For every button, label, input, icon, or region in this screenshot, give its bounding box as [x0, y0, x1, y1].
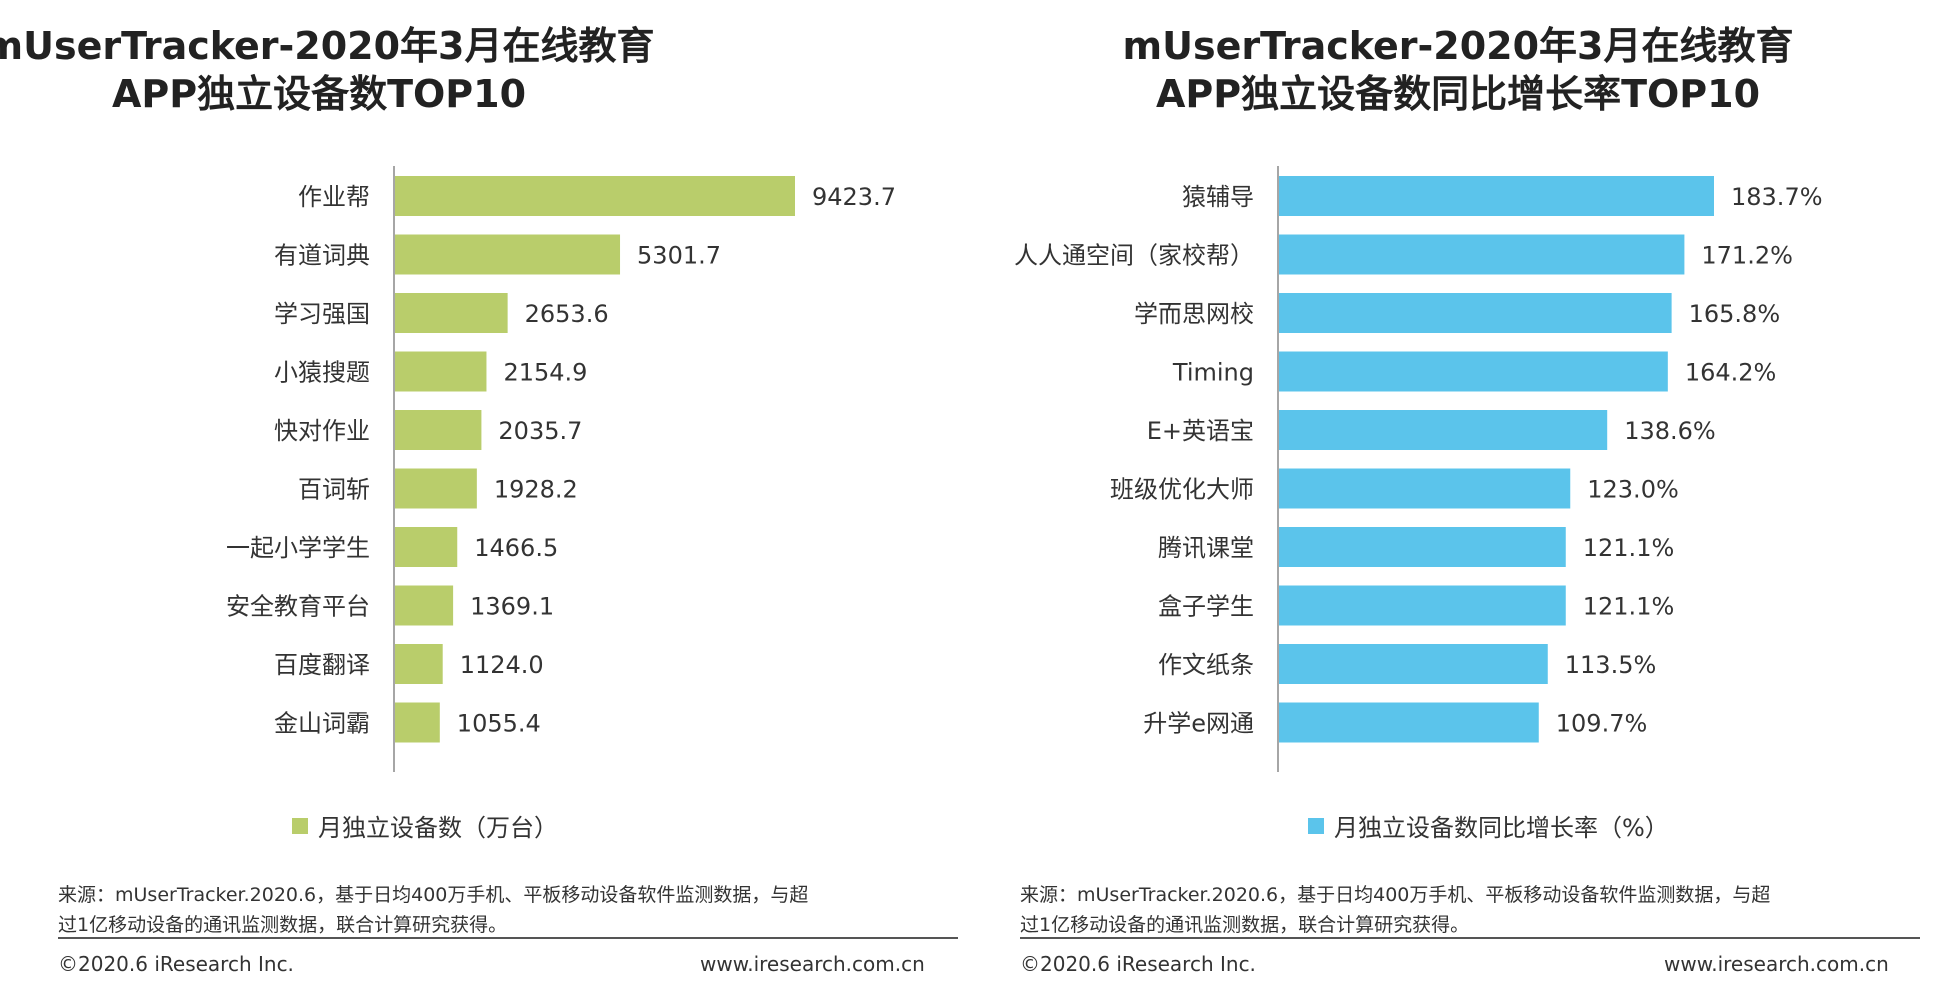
right-copyright: ©2020.6 iResearch Inc.	[1020, 952, 1256, 976]
left-chart-bar	[395, 468, 477, 509]
left-chart-value-label: 2035.7	[498, 417, 582, 445]
left-chart-title: mUserTracker-2020年3月在线教育 APP独立设备数TOP10	[0, 22, 808, 118]
right-chart-value-label: 123.0%	[1587, 476, 1679, 504]
right-chart-value-label: 121.1%	[1583, 593, 1675, 621]
right-chart-bar	[1279, 293, 1672, 333]
right-chart-category-label: 猿辅导	[1182, 183, 1254, 211]
left-chart-value-label: 1466.5	[474, 534, 558, 562]
right-chart-bar	[1279, 527, 1566, 567]
right-chart-value-label: 113.5%	[1565, 651, 1657, 679]
right-chart-category-label: 班级优化大师	[1110, 476, 1254, 504]
right-legend-label: 月独立设备数同比增长率（%）	[1334, 814, 1669, 842]
right-chart-title: mUserTracker-2020年3月在线教育 APP独立设备数同比增长率TO…	[1028, 22, 1888, 118]
left-chart-category-label: 学习强国	[274, 300, 370, 328]
right-chart-bar	[1279, 176, 1714, 216]
right-chart-value-label: 138.6%	[1624, 417, 1716, 445]
right-chart-value-label: 165.8%	[1689, 300, 1781, 328]
left-chart-bar	[395, 527, 458, 567]
left-site-link[interactable]: www.iresearch.com.cn	[700, 952, 925, 976]
right-chart-bar	[1279, 351, 1668, 392]
right-chart-category-label: 作文纸条	[1158, 651, 1254, 679]
left-chart-bar	[395, 644, 443, 684]
right-legend-swatch	[1308, 817, 1324, 834]
right-chart-category-label: 升学e网通	[1143, 710, 1254, 738]
left-chart-value-label: 1928.2	[494, 476, 578, 504]
left-chart-category-label: 安全教育平台	[226, 593, 370, 621]
left-chart-category-label: 百度翻译	[274, 651, 370, 679]
left-chart-bar	[395, 293, 508, 333]
left-chart-category-label: 有道词典	[274, 242, 370, 270]
left-chart-value-label: 9423.7	[812, 183, 896, 211]
left-chart-bar	[395, 176, 795, 216]
left-chart-value-label: 2154.9	[503, 359, 587, 387]
left-legend-label: 月独立设备数（万台）	[318, 814, 558, 842]
right-chart-bar	[1279, 468, 1571, 509]
left-chart-value-label: 1369.1	[470, 593, 554, 621]
right-chart-title-line1: mUserTracker-2020年3月在线教育	[1122, 24, 1794, 68]
right-chart-title-line2: APP独立设备数同比增长率TOP10	[1155, 72, 1761, 116]
left-chart-title-line1: mUserTracker-2020年3月在线教育	[0, 24, 655, 68]
right-site-link[interactable]: www.iresearch.com.cn	[1664, 952, 1889, 976]
right-chart-bar	[1279, 644, 1548, 684]
right-chart-category-label: 腾讯课堂	[1158, 534, 1254, 562]
left-chart-bar	[395, 351, 487, 392]
left-chart-category-label: 一起小学学生	[226, 534, 370, 562]
left-chart-value-label: 1055.4	[457, 710, 541, 738]
right-bar-chart: 猿辅导 183.7% 人人通空间（家校帮） 171.2% 学而思网校 165.8% Timi…	[1014, 166, 1823, 772]
left-source-line1: 来源：mUserTracker.2020.6，基于日均400万手机、平板移动设备…	[58, 884, 809, 906]
left-source-line2: 过1亿移动设备的通讯监测数据，联合计算研究获得。	[58, 914, 508, 936]
left-bar-chart: 作业帮 9423.7 有道词典 5301.7 学习强国 2653.6 小猿搜题 2154.9 快…	[226, 166, 896, 772]
left-chart-bar	[395, 234, 621, 275]
right-chart-category-label: 盒子学生	[1158, 593, 1254, 621]
right-chart-category-label: 人人通空间（家校帮）	[1014, 242, 1254, 270]
right-chart-value-label: 109.7%	[1556, 710, 1648, 738]
right-legend: 月独立设备数同比增长率（%）	[1308, 808, 1669, 843]
right-chart-category-label: 学而思网校	[1134, 300, 1254, 328]
left-chart-category-label: 作业帮	[298, 183, 370, 211]
right-chart-bar	[1279, 702, 1539, 743]
right-footer-divider	[1020, 937, 1920, 939]
right-source-line2: 过1亿移动设备的通讯监测数据，联合计算研究获得。	[1020, 914, 1470, 936]
right-chart-value-label: 121.1%	[1583, 534, 1675, 562]
left-chart-bar	[395, 702, 440, 743]
right-chart-category-label: Timing	[1172, 359, 1254, 387]
left-footer-divider	[58, 937, 958, 939]
right-chart-bar	[1279, 585, 1566, 626]
left-legend-swatch	[292, 817, 308, 834]
left-chart-category-label: 百词斩	[298, 476, 370, 504]
left-source-note: 来源：mUserTracker.2020.6，基于日均400万手机、平板移动设备…	[58, 880, 978, 940]
left-legend: 月独立设备数（万台）	[292, 808, 558, 843]
left-chart-bar	[395, 410, 482, 450]
left-copyright: ©2020.6 iResearch Inc.	[58, 952, 294, 976]
right-chart-value-label: 183.7%	[1731, 183, 1823, 211]
left-chart-value-label: 2653.6	[525, 300, 609, 328]
left-chart-panel: mUserTracker-2020年3月在线教育 APP独立设备数TOP10 作…	[0, 22, 978, 976]
right-chart-bar	[1279, 410, 1608, 450]
right-source-note: 来源：mUserTracker.2020.6，基于日均400万手机、平板移动设备…	[1020, 880, 1940, 940]
left-chart-title-line2: APP独立设备数TOP10	[111, 72, 527, 116]
left-chart-category-label: 金山词霸	[274, 710, 370, 738]
right-source-line1: 来源：mUserTracker.2020.6，基于日均400万手机、平板移动设备…	[1020, 884, 1771, 906]
left-chart-category-label: 小猿搜题	[274, 359, 370, 387]
left-chart-category-label: 快对作业	[274, 417, 370, 445]
left-chart-bar	[395, 585, 454, 626]
right-chart-value-label: 164.2%	[1685, 359, 1777, 387]
right-chart-panel: mUserTracker-2020年3月在线教育 APP独立设备数同比增长率TO…	[978, 0, 1956, 1002]
right-chart-category-label: E+英语宝	[1147, 417, 1254, 445]
right-chart-value-label: 171.2%	[1701, 242, 1793, 270]
left-chart-value-label: 1124.0	[460, 651, 544, 679]
right-chart-bar	[1279, 234, 1685, 275]
left-chart-value-label: 5301.7	[637, 242, 721, 270]
